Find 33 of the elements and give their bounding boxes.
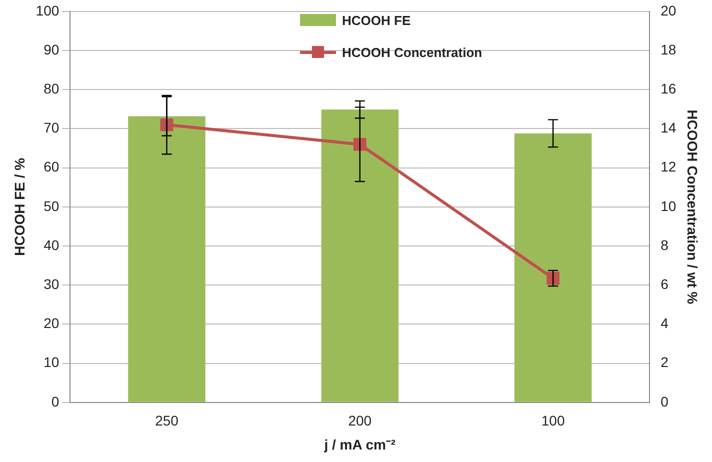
bar <box>128 116 206 402</box>
y2-tick-label: 4 <box>660 315 669 332</box>
y2-tick-label: 12 <box>660 158 676 175</box>
y2-tick-label: 10 <box>660 198 676 214</box>
y2-tick-label: 0 <box>660 393 669 410</box>
bar <box>321 110 399 402</box>
y-tick-label: 0 <box>51 393 60 410</box>
y-tick-label: 90 <box>44 41 60 58</box>
bar <box>514 133 592 402</box>
x-tick-label: 200 <box>348 412 372 429</box>
y-tick-label: 60 <box>44 158 60 175</box>
x-tick-label: 100 <box>541 412 565 429</box>
y-tick-label: 40 <box>44 236 60 253</box>
y-tick-label: 20 <box>44 315 60 332</box>
y2-tick-label: 2 <box>660 354 669 370</box>
x-axis-title: j / mA cm⁻² <box>323 436 396 452</box>
y2-tick-label: 8 <box>660 236 669 253</box>
y-tick-label: 10 <box>44 354 60 370</box>
legend-label: HCOOH FE <box>342 12 411 28</box>
y2-tick-label: 6 <box>660 276 669 292</box>
y-tick-label: 70 <box>44 120 60 136</box>
y2-tick-label: 18 <box>660 41 676 58</box>
y-axis-title: HCOOH FE / % <box>11 157 28 256</box>
y-tick-label: 50 <box>44 198 60 214</box>
y2-axis-title: HCOOH Concentration / wt % <box>684 110 701 305</box>
y-tick-label: 80 <box>44 80 60 96</box>
y2-tick-label: 16 <box>660 80 676 96</box>
x-tick-label: 250 <box>155 412 179 429</box>
y2-tick-label: 14 <box>660 120 676 136</box>
legend-label: HCOOH Concentration <box>342 44 482 60</box>
y-tick-label: 100 <box>36 2 60 18</box>
y2-tick-label: 20 <box>660 2 676 18</box>
y-tick-label: 30 <box>44 276 60 292</box>
